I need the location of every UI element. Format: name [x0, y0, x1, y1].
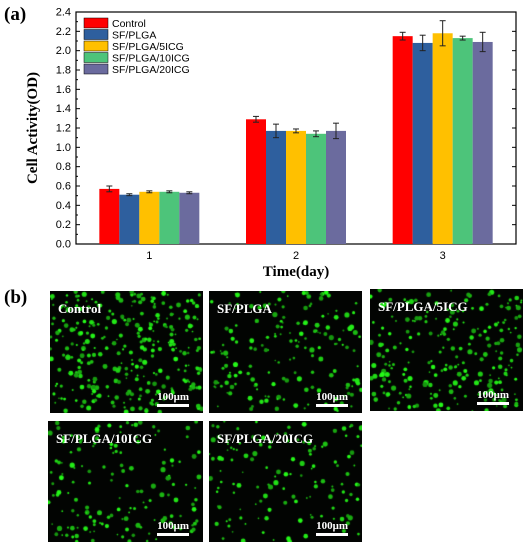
y-tick-label: 2.0: [56, 45, 71, 57]
scale-bar-line: [157, 404, 189, 407]
scale-bar: 100μm: [477, 389, 509, 405]
micrograph-control: Control 100μm: [50, 291, 203, 413]
legend-swatch: [83, 17, 109, 29]
y-tick-label: 0.4: [56, 200, 71, 212]
micrograph-label: Control: [58, 301, 102, 316]
bar: [286, 130, 306, 244]
legend-swatch: [83, 40, 109, 52]
scale-bar-line: [316, 533, 348, 536]
micrograph-image: [209, 421, 362, 542]
y-tick-label: 2.4: [56, 7, 71, 19]
y-tick-label: 1.0: [56, 142, 71, 154]
micrograph-image: [209, 291, 362, 413]
y-axis-title: Cell Activity(OD): [25, 72, 41, 184]
bar: [392, 36, 413, 244]
bar-chart: 0.0 0.2 0.4 0.6 0.8 1.0 1.2 1.4 1.6 1.8 2.0 2.2 2.4 1…: [25, 7, 517, 280]
bar: [472, 41, 493, 244]
micrograph-image: [370, 289, 523, 411]
y-tick-label: 1.4: [56, 103, 71, 115]
y-tick-label: 0.0: [56, 239, 71, 251]
scale-label: 100μm: [316, 520, 348, 532]
legend-label: SF/PLGA/10ICG: [112, 53, 190, 65]
scale-label: 100μm: [157, 391, 189, 403]
scale-bar-line: [157, 533, 189, 536]
bar: [139, 191, 160, 244]
y-tick-label: 1.6: [56, 84, 71, 96]
scale-label: 100μm: [157, 520, 189, 532]
legend-label: SF/PLGA/5ICG: [112, 41, 184, 53]
bar: [119, 194, 140, 244]
panel-label-a: (a): [4, 4, 27, 25]
legend-label: SF/PLGA: [112, 30, 156, 42]
panel-label-b: (b): [4, 287, 28, 308]
bar: [432, 33, 453, 245]
scale-bar: 100μm: [157, 520, 189, 536]
micrograph-image: [50, 291, 203, 413]
x-tick-label: 3: [440, 250, 446, 262]
micrograph-label: SF/PLGA/5ICG: [378, 299, 468, 314]
micrograph-label: SF/PLGA: [217, 301, 272, 316]
scale-bar: 100μm: [316, 520, 348, 536]
legend-swatch: [83, 52, 109, 63]
bar: [326, 130, 346, 244]
scale-bar-line: [316, 404, 348, 407]
bar: [412, 42, 433, 244]
y-tick-label: 0.6: [56, 181, 71, 193]
micrograph-sf-plga: SF/PLGA 100μm: [209, 291, 362, 413]
legend-swatch: [83, 63, 109, 75]
micrograph-sf-plga-10icg: SF/PLGA/10ICG 100μm: [48, 421, 203, 542]
y-tick-label: 2.2: [56, 26, 71, 38]
legend-label: SF/PLGA/20ICG: [112, 64, 190, 76]
scale-bar-line: [477, 402, 509, 405]
scale-bar: 100μm: [157, 391, 189, 407]
micrograph-label: SF/PLGA/10ICG: [56, 431, 153, 446]
legend-label: Control: [112, 18, 146, 30]
x-tick-label: 2: [293, 250, 299, 262]
y-tick-label: 1.8: [56, 65, 71, 77]
scale-label: 100μm: [316, 391, 348, 403]
bar: [246, 119, 266, 244]
bar: [99, 188, 120, 244]
micrograph-label: SF/PLGA/20ICG: [217, 431, 314, 446]
x-axis-title: Time(day): [263, 264, 329, 280]
bar: [306, 133, 326, 244]
y-tick-label: 1.2: [56, 123, 71, 135]
bar: [452, 38, 473, 244]
scale-bar: 100μm: [316, 391, 348, 407]
bar: [159, 191, 180, 244]
y-tick-label: 0.8: [56, 161, 71, 173]
bar: [266, 130, 286, 244]
micrograph-sf-plga-5icg: SF/PLGA/5ICG 100μm: [370, 289, 523, 411]
legend-swatch: [83, 29, 109, 40]
y-tick-label: 0.2: [56, 219, 71, 231]
micrograph-sf-plga-20icg: SF/PLGA/20ICG 100μm: [209, 421, 362, 542]
micrograph-image: [48, 421, 203, 542]
scale-label: 100μm: [477, 389, 509, 401]
x-tick-label: 1: [146, 250, 152, 262]
bar: [179, 192, 200, 244]
